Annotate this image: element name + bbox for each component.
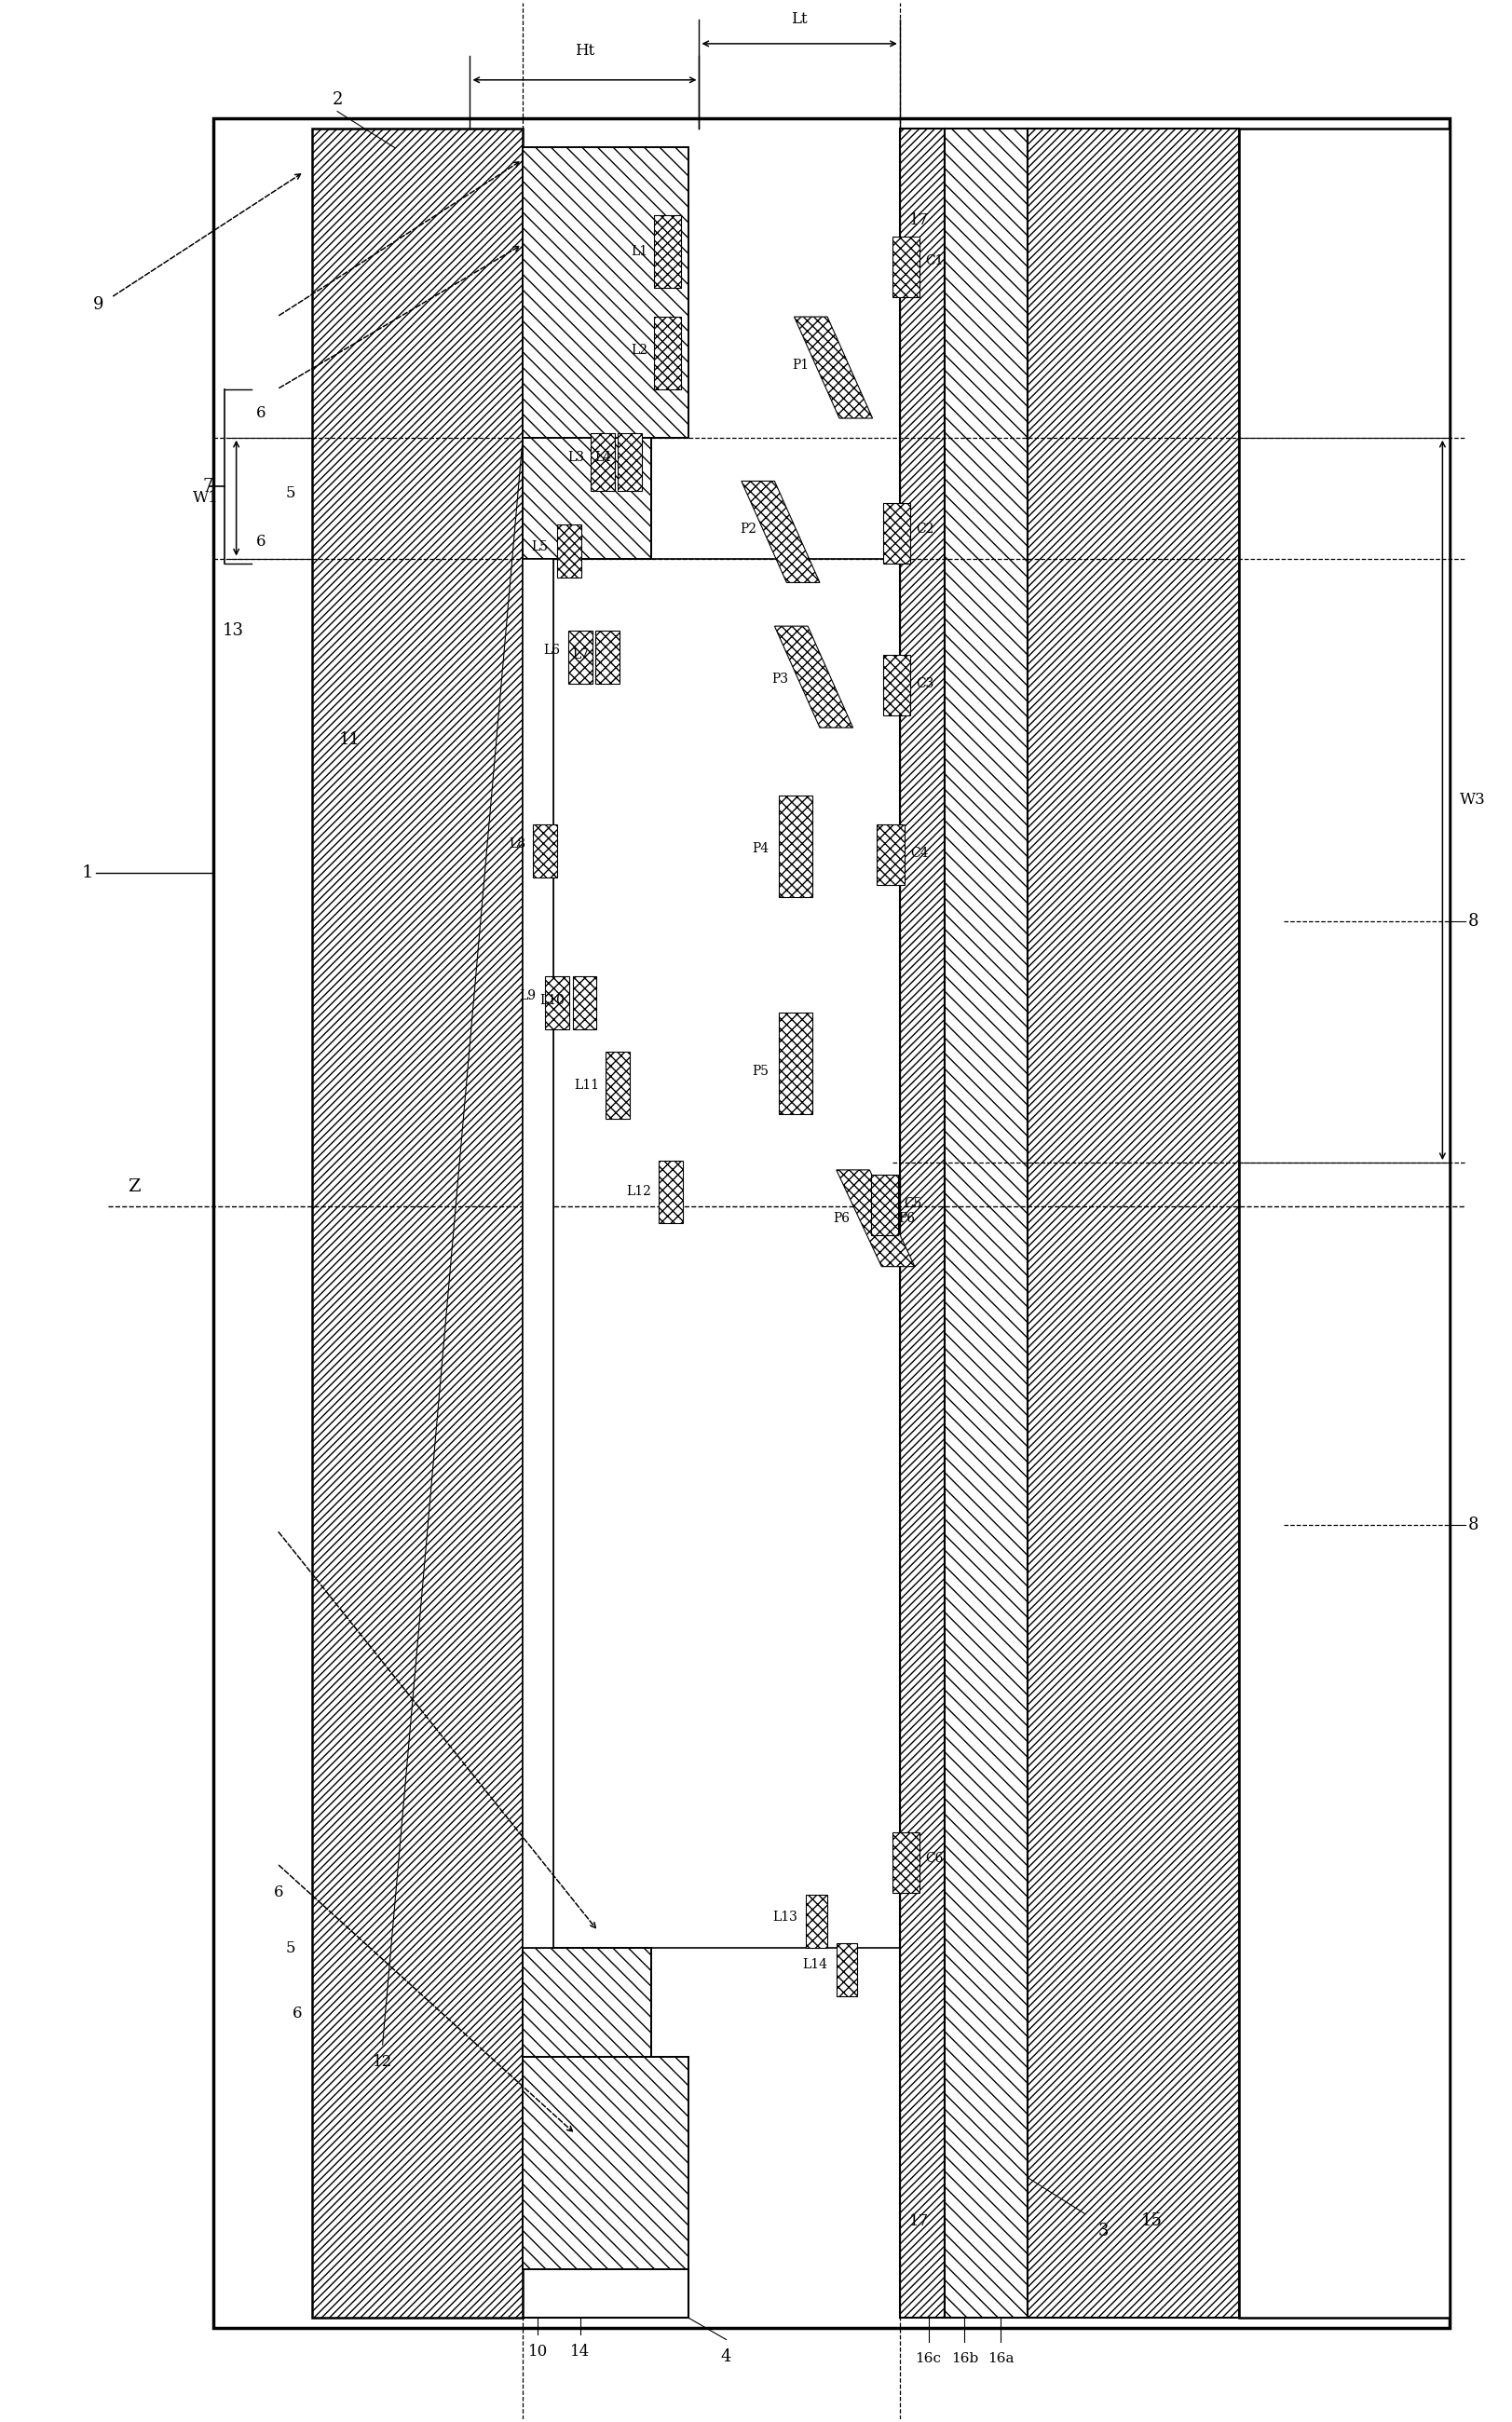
- Polygon shape: [741, 482, 820, 584]
- Bar: [806, 1894, 827, 1947]
- Text: P6: P6: [898, 1211, 915, 1226]
- Text: P2: P2: [739, 523, 756, 535]
- Text: 12: 12: [372, 2054, 392, 2071]
- Text: L13: L13: [771, 1911, 797, 1923]
- Bar: [605, 1051, 629, 1119]
- Bar: [523, 438, 650, 559]
- Bar: [213, 119, 1448, 2328]
- Bar: [523, 2056, 688, 2269]
- Text: P3: P3: [771, 673, 788, 685]
- Bar: [534, 823, 556, 877]
- Bar: [883, 504, 910, 564]
- Bar: [617, 434, 641, 492]
- Text: 6: 6: [274, 1884, 284, 1901]
- Text: L6: L6: [543, 644, 559, 656]
- Bar: [1027, 128, 1238, 2318]
- Bar: [567, 632, 591, 683]
- Bar: [871, 1175, 898, 1235]
- Text: 13: 13: [222, 622, 243, 639]
- Bar: [523, 1947, 650, 2056]
- Bar: [544, 976, 569, 1029]
- Bar: [836, 1942, 857, 1996]
- Text: L12: L12: [626, 1184, 650, 1199]
- Text: 17: 17: [909, 2214, 928, 2228]
- Text: L4: L4: [594, 450, 611, 463]
- Text: Lt: Lt: [791, 12, 807, 27]
- Text: 16c: 16c: [915, 2352, 940, 2366]
- Text: P5: P5: [751, 1063, 768, 1078]
- Bar: [779, 794, 812, 896]
- Text: W3: W3: [1459, 792, 1485, 809]
- Text: W1: W1: [194, 489, 219, 506]
- Text: L2: L2: [631, 344, 647, 356]
- Text: L7: L7: [572, 649, 588, 661]
- Text: C1: C1: [925, 254, 943, 269]
- Polygon shape: [836, 1170, 915, 1267]
- Text: P4: P4: [751, 843, 768, 855]
- Text: L3: L3: [567, 450, 584, 463]
- Bar: [892, 1831, 919, 1892]
- Bar: [779, 1012, 812, 1114]
- Bar: [523, 148, 688, 438]
- Bar: [311, 128, 523, 2318]
- Text: C2: C2: [916, 523, 934, 535]
- Text: P6: P6: [833, 1211, 850, 1226]
- Text: 15: 15: [1140, 2214, 1161, 2231]
- Bar: [1238, 128, 1448, 2318]
- Text: 1: 1: [82, 865, 94, 882]
- Text: Ht: Ht: [575, 44, 594, 58]
- Text: 7: 7: [203, 477, 213, 494]
- Bar: [877, 823, 904, 884]
- Bar: [594, 632, 618, 683]
- Text: L11: L11: [575, 1078, 599, 1092]
- Text: C5: C5: [904, 1196, 922, 1211]
- Text: L9: L9: [519, 988, 535, 1003]
- Text: 8: 8: [1467, 1516, 1477, 1533]
- Text: Z: Z: [127, 1180, 141, 1194]
- Bar: [556, 526, 581, 579]
- Bar: [572, 976, 596, 1029]
- Bar: [892, 237, 919, 298]
- Text: L10: L10: [540, 993, 564, 1008]
- Text: 8: 8: [1467, 913, 1477, 930]
- Bar: [653, 317, 680, 390]
- Text: 4: 4: [721, 2349, 732, 2364]
- Bar: [658, 1160, 682, 1223]
- Text: 16a: 16a: [987, 2352, 1013, 2366]
- Polygon shape: [794, 317, 872, 419]
- Text: C3: C3: [916, 678, 934, 690]
- Bar: [900, 128, 945, 2318]
- Text: C4: C4: [910, 848, 928, 860]
- Text: 11: 11: [339, 731, 360, 748]
- Text: L8: L8: [508, 838, 526, 850]
- Bar: [653, 216, 680, 288]
- Text: C6: C6: [925, 1853, 943, 1865]
- Text: 16b: 16b: [951, 2352, 978, 2366]
- Text: L5: L5: [531, 540, 547, 552]
- Text: 6: 6: [292, 2005, 302, 2022]
- Text: 14: 14: [570, 2344, 590, 2359]
- Bar: [883, 654, 910, 714]
- Text: L1: L1: [631, 245, 647, 259]
- Text: 2: 2: [331, 92, 342, 107]
- Text: P1: P1: [792, 358, 809, 371]
- Polygon shape: [774, 627, 853, 727]
- Text: 3: 3: [1098, 2223, 1108, 2240]
- Text: 5: 5: [286, 1940, 296, 1957]
- Text: 6: 6: [256, 533, 266, 550]
- Text: 17: 17: [909, 213, 928, 228]
- Bar: [590, 434, 614, 492]
- Text: 6: 6: [256, 404, 266, 421]
- Bar: [945, 128, 1027, 2318]
- Text: 9: 9: [92, 295, 103, 312]
- Text: 10: 10: [528, 2344, 547, 2359]
- Bar: [523, 559, 552, 1947]
- Text: 5: 5: [286, 484, 296, 501]
- Text: L14: L14: [801, 1959, 827, 1972]
